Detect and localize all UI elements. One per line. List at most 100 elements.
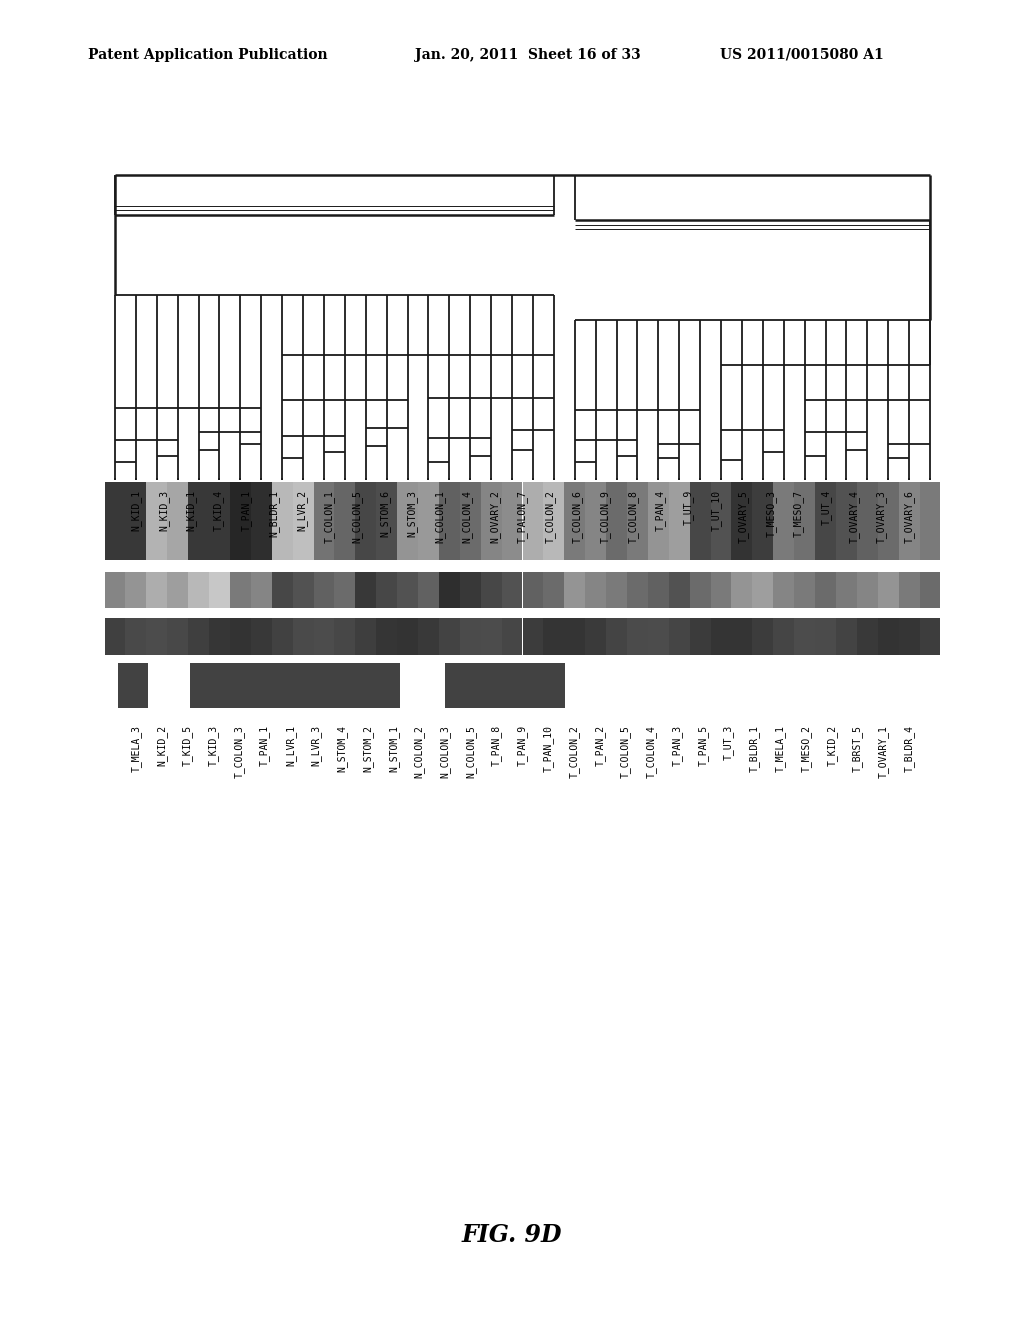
Bar [815, 482, 836, 560]
Bar [460, 482, 480, 560]
Bar [188, 482, 209, 560]
Text: T_COLON_2: T_COLON_2 [545, 490, 556, 543]
Text: Patent Application Publication: Patent Application Publication [88, 48, 328, 62]
Text: T_COLON_3: T_COLON_3 [233, 725, 245, 777]
Bar [606, 618, 627, 655]
Bar [711, 618, 731, 655]
Text: T_OVARY_5: T_OVARY_5 [738, 490, 749, 543]
Bar [585, 572, 606, 609]
Bar [376, 572, 397, 609]
Bar [795, 482, 815, 560]
Bar [271, 482, 293, 560]
Text: US 2011/0015080 A1: US 2011/0015080 A1 [720, 48, 884, 62]
Bar [397, 618, 418, 655]
Text: T_PALON_7: T_PALON_7 [517, 490, 528, 543]
Bar [439, 572, 460, 609]
Text: T_PAN_8: T_PAN_8 [492, 725, 502, 766]
Bar [126, 618, 146, 655]
Bar [502, 572, 522, 609]
Bar [899, 572, 920, 609]
Bar [564, 618, 585, 655]
Text: T_PAN_9: T_PAN_9 [517, 725, 528, 766]
Bar [627, 572, 648, 609]
Text: T_KID_2: T_KID_2 [826, 725, 838, 766]
Bar [418, 572, 439, 609]
Text: N_KID_2: N_KID_2 [157, 725, 167, 766]
Bar [104, 572, 126, 609]
Text: T_COLON_4: T_COLON_4 [646, 725, 656, 777]
Bar [397, 482, 418, 560]
Bar [585, 482, 606, 560]
Text: N_KID_1: N_KID_1 [130, 490, 141, 531]
Bar [146, 618, 167, 655]
Bar [293, 572, 313, 609]
Bar [731, 618, 753, 655]
Bar [104, 482, 126, 560]
Bar [271, 618, 293, 655]
Text: T_KID_4: T_KID_4 [213, 490, 224, 531]
Text: T_COLON_2: T_COLON_2 [568, 725, 580, 777]
Bar [230, 482, 251, 560]
Bar [690, 618, 711, 655]
Bar [753, 482, 773, 560]
Bar [878, 618, 899, 655]
Bar [480, 618, 502, 655]
Bar [188, 572, 209, 609]
Bar [606, 482, 627, 560]
Bar [502, 482, 522, 560]
Bar [522, 572, 544, 609]
Bar [118, 663, 148, 708]
Text: N_LVR_1: N_LVR_1 [285, 725, 296, 766]
Bar [564, 482, 585, 560]
Text: T_MELA_3: T_MELA_3 [130, 725, 141, 772]
Bar [522, 618, 544, 655]
Bar [251, 482, 271, 560]
Text: N_STOM_6: N_STOM_6 [379, 490, 390, 537]
Bar [920, 572, 940, 609]
Bar [836, 618, 857, 655]
Text: T_PAN_5: T_PAN_5 [697, 725, 709, 766]
Bar [313, 618, 335, 655]
Bar [815, 572, 836, 609]
Text: T_BRST_5: T_BRST_5 [852, 725, 863, 772]
Bar [522, 482, 544, 560]
Bar [209, 618, 230, 655]
Text: N_KID_3: N_KID_3 [158, 490, 169, 531]
Bar [731, 482, 753, 560]
Text: N_COLON_1: N_COLON_1 [434, 490, 445, 543]
Bar [167, 618, 188, 655]
Bar [711, 482, 731, 560]
Bar [293, 482, 313, 560]
Text: T_PAN_2: T_PAN_2 [594, 725, 605, 766]
Bar [544, 618, 564, 655]
Text: N_COLON_2: N_COLON_2 [414, 725, 425, 777]
Text: T_PAN_1: T_PAN_1 [259, 725, 270, 766]
Bar [480, 572, 502, 609]
Text: T_UT_10: T_UT_10 [711, 490, 721, 531]
Bar [627, 618, 648, 655]
Bar [857, 482, 878, 560]
Bar [251, 618, 271, 655]
Text: T_COLON_1: T_COLON_1 [324, 490, 335, 543]
Text: N_LVR_2: N_LVR_2 [296, 490, 307, 531]
Text: N_COLON_4: N_COLON_4 [462, 490, 473, 543]
Bar [564, 572, 585, 609]
Bar [731, 572, 753, 609]
Text: N_STOM_1: N_STOM_1 [388, 725, 399, 772]
Text: N_KID_1: N_KID_1 [185, 490, 197, 531]
Bar [126, 572, 146, 609]
Bar [397, 572, 418, 609]
Bar [480, 482, 502, 560]
Bar [878, 572, 899, 609]
Bar [648, 482, 669, 560]
Bar [690, 572, 711, 609]
Bar [669, 482, 690, 560]
Bar [418, 482, 439, 560]
Bar [773, 618, 795, 655]
Text: T_UT_4: T_UT_4 [821, 490, 831, 525]
Text: T_MESO_7: T_MESO_7 [794, 490, 804, 537]
Bar [899, 618, 920, 655]
Bar [313, 572, 335, 609]
Bar [627, 482, 648, 560]
Bar [146, 572, 167, 609]
